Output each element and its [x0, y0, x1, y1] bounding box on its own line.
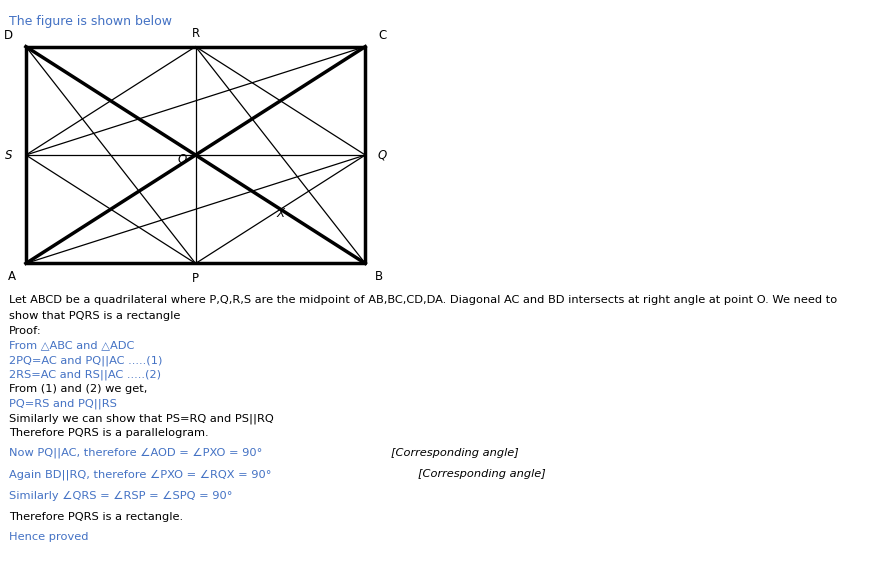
Text: S: S — [5, 149, 12, 161]
Text: P: P — [192, 272, 199, 285]
Text: O: O — [178, 153, 187, 166]
Text: Again BD||RQ, therefore ∠PXO = ∠RQX = 90°: Again BD||RQ, therefore ∠PXO = ∠RQX = 90… — [9, 469, 271, 480]
Text: B: B — [375, 270, 383, 283]
Text: show that PQRS is a rectangle: show that PQRS is a rectangle — [9, 311, 180, 321]
Text: [Corresponding angle]: [Corresponding angle] — [418, 469, 546, 479]
Text: Hence proved: Hence proved — [9, 532, 88, 542]
Text: Let ABCD be a quadrilateral where P,Q,R,S are the midpoint of AB,BC,CD,DA. Diago: Let ABCD be a quadrilateral where P,Q,R,… — [9, 295, 837, 305]
Text: [Corresponding angle]: [Corresponding angle] — [391, 448, 519, 457]
Text: C: C — [378, 29, 387, 42]
Text: Now PQ||AC, therefore ∠AOD = ∠PXO = 90°: Now PQ||AC, therefore ∠AOD = ∠PXO = 90° — [9, 448, 262, 458]
Text: X: X — [276, 207, 284, 220]
Text: From △ABC and △ADC: From △ABC and △ADC — [9, 340, 134, 350]
Text: R: R — [191, 27, 200, 40]
Text: PQ=RS and PQ||RS: PQ=RS and PQ||RS — [9, 399, 116, 410]
Text: Q: Q — [378, 149, 387, 161]
Text: D: D — [4, 29, 13, 42]
Text: Therefore PQRS is a parallelogram.: Therefore PQRS is a parallelogram. — [9, 428, 209, 438]
Text: 2RS=AC and RS||AC .....(2): 2RS=AC and RS||AC .....(2) — [9, 370, 161, 380]
Text: Similarly we can show that PS=RQ and PS||RQ: Similarly we can show that PS=RQ and PS|… — [9, 414, 274, 424]
Text: Therefore PQRS is a rectangle.: Therefore PQRS is a rectangle. — [9, 512, 183, 522]
Text: From (1) and (2) we get,: From (1) and (2) we get, — [9, 384, 148, 394]
Text: 2PQ=AC and PQ||AC .....(1): 2PQ=AC and PQ||AC .....(1) — [9, 355, 163, 366]
Text: Similarly ∠QRS = ∠RSP = ∠SPQ = 90°: Similarly ∠QRS = ∠RSP = ∠SPQ = 90° — [9, 491, 232, 501]
Text: A: A — [8, 270, 16, 283]
Text: Proof:: Proof: — [9, 326, 42, 336]
Text: The figure is shown below: The figure is shown below — [9, 15, 172, 27]
